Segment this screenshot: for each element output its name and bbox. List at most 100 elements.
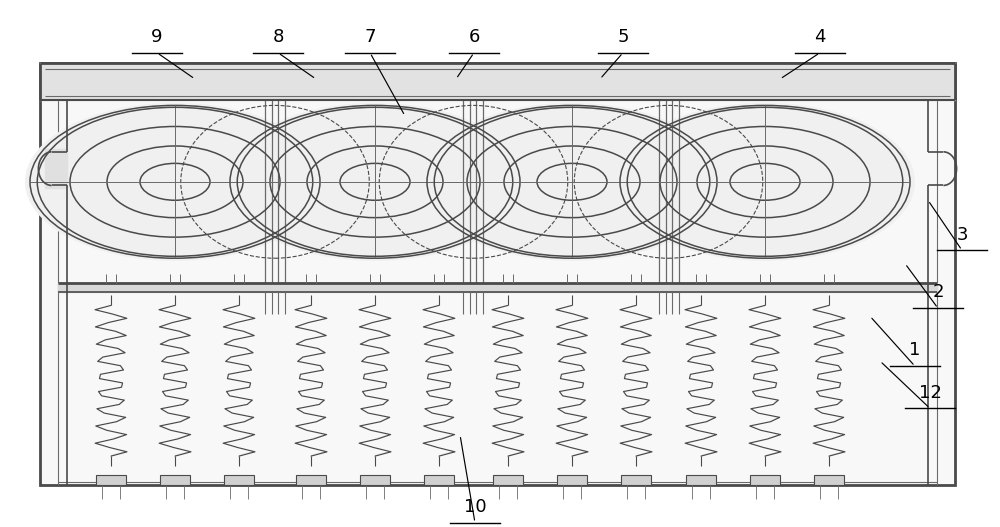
Polygon shape bbox=[643, 347, 650, 353]
Polygon shape bbox=[320, 365, 324, 370]
Polygon shape bbox=[120, 365, 124, 370]
Polygon shape bbox=[115, 330, 126, 336]
Polygon shape bbox=[184, 365, 188, 370]
Polygon shape bbox=[45, 149, 67, 188]
Polygon shape bbox=[314, 434, 327, 439]
Bar bbox=[360, 475, 390, 485]
Polygon shape bbox=[443, 330, 454, 336]
Text: 4: 4 bbox=[814, 28, 826, 46]
Polygon shape bbox=[710, 365, 714, 370]
Bar bbox=[224, 475, 254, 485]
Polygon shape bbox=[704, 434, 717, 439]
Polygon shape bbox=[519, 382, 520, 387]
Polygon shape bbox=[709, 399, 714, 404]
Polygon shape bbox=[583, 382, 584, 387]
Polygon shape bbox=[836, 347, 843, 353]
Bar bbox=[40, 63, 955, 485]
Polygon shape bbox=[578, 416, 587, 422]
Polygon shape bbox=[315, 330, 326, 336]
Polygon shape bbox=[707, 416, 716, 422]
Polygon shape bbox=[247, 399, 252, 404]
Polygon shape bbox=[118, 347, 125, 353]
Polygon shape bbox=[572, 451, 588, 456]
Polygon shape bbox=[712, 382, 713, 387]
Polygon shape bbox=[447, 399, 452, 404]
Polygon shape bbox=[639, 434, 652, 439]
Polygon shape bbox=[243, 330, 254, 336]
Bar bbox=[296, 475, 326, 485]
Polygon shape bbox=[829, 451, 845, 456]
Text: 6: 6 bbox=[468, 28, 480, 46]
Polygon shape bbox=[248, 365, 252, 370]
Polygon shape bbox=[58, 283, 937, 292]
Polygon shape bbox=[382, 347, 389, 353]
Circle shape bbox=[225, 103, 525, 261]
Polygon shape bbox=[774, 365, 778, 370]
Bar bbox=[750, 475, 780, 485]
Polygon shape bbox=[179, 330, 190, 336]
Polygon shape bbox=[832, 434, 845, 439]
Bar bbox=[424, 475, 454, 485]
Polygon shape bbox=[575, 434, 588, 439]
Polygon shape bbox=[378, 434, 391, 439]
Polygon shape bbox=[838, 365, 842, 370]
Text: 2: 2 bbox=[932, 284, 944, 301]
Polygon shape bbox=[768, 434, 781, 439]
Polygon shape bbox=[636, 451, 652, 456]
Text: 10: 10 bbox=[464, 498, 486, 516]
Text: 9: 9 bbox=[151, 28, 163, 46]
Polygon shape bbox=[644, 399, 649, 404]
Polygon shape bbox=[515, 347, 522, 353]
Bar bbox=[160, 475, 190, 485]
Polygon shape bbox=[183, 399, 188, 404]
Polygon shape bbox=[119, 399, 124, 404]
Bar bbox=[621, 475, 651, 485]
Polygon shape bbox=[835, 416, 844, 422]
Polygon shape bbox=[114, 434, 127, 439]
Polygon shape bbox=[175, 451, 191, 456]
Polygon shape bbox=[319, 399, 324, 404]
Circle shape bbox=[422, 103, 722, 261]
Polygon shape bbox=[375, 451, 391, 456]
Bar bbox=[493, 475, 523, 485]
Polygon shape bbox=[386, 382, 387, 387]
Polygon shape bbox=[701, 451, 717, 456]
Polygon shape bbox=[771, 416, 780, 422]
Polygon shape bbox=[439, 451, 455, 456]
Text: 3: 3 bbox=[956, 226, 968, 243]
Bar bbox=[557, 475, 587, 485]
Bar bbox=[96, 475, 126, 485]
Text: 1: 1 bbox=[909, 341, 921, 359]
Polygon shape bbox=[383, 399, 388, 404]
Polygon shape bbox=[516, 399, 521, 404]
Polygon shape bbox=[511, 434, 524, 439]
Polygon shape bbox=[833, 330, 844, 336]
Polygon shape bbox=[242, 434, 255, 439]
Polygon shape bbox=[508, 451, 524, 456]
Polygon shape bbox=[178, 434, 191, 439]
Bar bbox=[814, 475, 844, 485]
Polygon shape bbox=[442, 434, 455, 439]
Polygon shape bbox=[517, 365, 521, 370]
Polygon shape bbox=[450, 382, 451, 387]
Bar bbox=[686, 475, 716, 485]
Polygon shape bbox=[581, 365, 585, 370]
Polygon shape bbox=[769, 330, 780, 336]
Polygon shape bbox=[640, 330, 651, 336]
Polygon shape bbox=[645, 365, 649, 370]
Polygon shape bbox=[708, 347, 715, 353]
Polygon shape bbox=[705, 330, 716, 336]
Polygon shape bbox=[379, 330, 390, 336]
Polygon shape bbox=[311, 451, 327, 456]
Circle shape bbox=[25, 103, 325, 261]
Polygon shape bbox=[122, 382, 123, 387]
Text: 5: 5 bbox=[617, 28, 629, 46]
Polygon shape bbox=[576, 330, 587, 336]
Polygon shape bbox=[117, 416, 126, 422]
Polygon shape bbox=[446, 347, 453, 353]
Polygon shape bbox=[250, 382, 251, 387]
Polygon shape bbox=[322, 382, 323, 387]
Polygon shape bbox=[579, 347, 586, 353]
Polygon shape bbox=[381, 416, 390, 422]
Polygon shape bbox=[445, 416, 454, 422]
